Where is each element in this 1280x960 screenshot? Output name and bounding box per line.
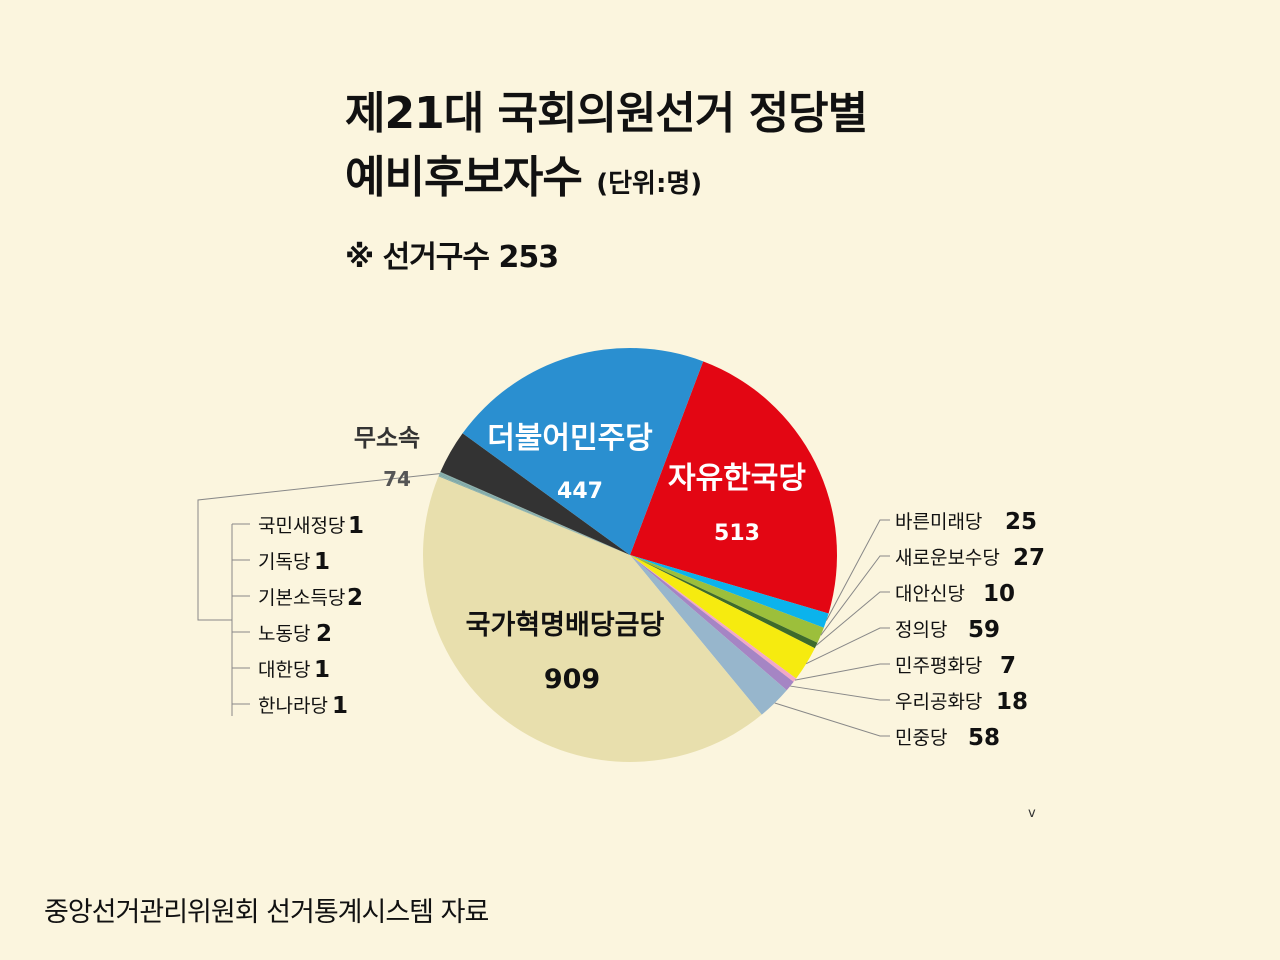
title-line-2-text: 예비후보자수 xyxy=(345,152,583,203)
title-line-2: 예비후보자수 (단위:명) xyxy=(345,146,867,216)
pie-slice-9 xyxy=(438,475,630,555)
label-name-9: 국민새정당 xyxy=(258,515,345,537)
label-value-14: 1 xyxy=(332,693,348,719)
label-value-3: 10 xyxy=(983,581,1015,607)
pie-slice-12 xyxy=(439,473,630,555)
label-value-13: 1 xyxy=(314,657,330,683)
label-value-16: 447 xyxy=(557,479,603,504)
title-line-1: 제21대 국회의원선거 정당별 xyxy=(345,88,868,139)
label-value-2: 27 xyxy=(1013,545,1045,571)
label-name-6: 우리공화당 xyxy=(895,691,982,713)
leader-3 xyxy=(815,591,890,646)
chart-title: 제21대 국회의원선거 정당별 예비후보자수 (단위:명) xyxy=(345,82,868,216)
label-value-0: 513 xyxy=(714,521,760,546)
data-source: 중앙선거관리위원회 선거통계시스템 자료 xyxy=(44,897,489,928)
label-name-13: 대한당 xyxy=(258,659,310,681)
leader-4 xyxy=(805,627,890,665)
label-value-7: 58 xyxy=(968,725,1000,751)
label-name-4: 정의당 xyxy=(895,619,947,641)
label-value-1: 25 xyxy=(1005,509,1037,535)
pie-slice-8 xyxy=(423,476,762,762)
pie-slice-6 xyxy=(630,555,794,691)
pie-slice-4 xyxy=(630,555,815,679)
leader-2 xyxy=(820,555,890,636)
label-name-16: 더불어민주당 xyxy=(487,421,653,456)
leader-7 xyxy=(774,702,890,737)
label-name-3: 대안신당 xyxy=(895,583,965,605)
label-name-1: 바른미래당 xyxy=(895,511,982,533)
label-value-6: 18 xyxy=(996,689,1028,715)
label-value-11: 2 xyxy=(347,585,363,611)
pie-slice-3 xyxy=(630,555,818,649)
label-name-2: 새로운보수당 xyxy=(895,547,1000,569)
pie-slice-5 xyxy=(630,555,797,682)
small-mark: v xyxy=(1028,806,1036,821)
leader-1 xyxy=(825,519,890,621)
pie-slice-14 xyxy=(440,471,630,555)
label-value-15: 74 xyxy=(383,467,411,491)
leader-5 xyxy=(794,663,890,681)
pie-slice-1 xyxy=(630,555,829,628)
label-value-4: 59 xyxy=(968,617,1000,643)
label-name-7: 민중당 xyxy=(895,727,947,749)
pie-slices xyxy=(423,348,837,762)
pie-slice-11 xyxy=(438,474,630,555)
pie-slice-0 xyxy=(630,361,837,614)
leader-lines xyxy=(197,473,890,737)
label-value-5: 7 xyxy=(1000,653,1016,679)
district-count-note: ※ 선거구수 253 xyxy=(345,240,559,275)
label-value-9: 1 xyxy=(348,513,364,539)
pie-slice-16 xyxy=(462,348,704,555)
pie-slice-2 xyxy=(630,555,824,643)
unit-label: (단위:명) xyxy=(596,169,703,199)
label-value-8: 909 xyxy=(544,664,600,695)
pie-slice-10 xyxy=(438,475,630,555)
label-name-10: 기독당 xyxy=(258,551,310,573)
leader-others xyxy=(197,473,440,621)
label-name-12: 노동당 xyxy=(258,623,310,645)
label-name-11: 기본소득당 xyxy=(258,587,345,609)
label-name-15: 무소속 xyxy=(354,424,420,452)
label-value-10: 1 xyxy=(314,549,330,575)
label-name-5: 민주평화당 xyxy=(895,655,982,677)
label-name-8: 국가혁명배당금당 xyxy=(466,610,665,641)
pie-slice-7 xyxy=(630,555,787,715)
pie-slice-15 xyxy=(440,433,630,555)
label-name-0: 자유한국당 xyxy=(668,461,806,496)
pie-slice-13 xyxy=(439,472,630,555)
leader-6 xyxy=(790,685,890,701)
label-name-14: 한나라당 xyxy=(258,695,328,717)
label-value-12: 2 xyxy=(316,621,332,647)
